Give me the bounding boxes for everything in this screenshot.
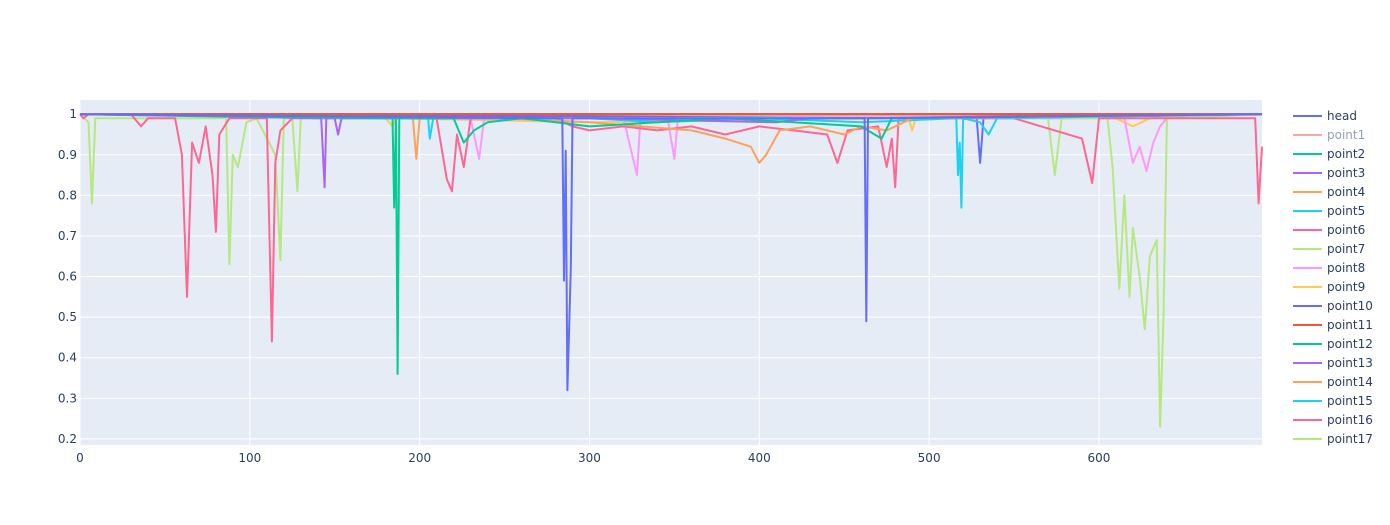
legend-item-point1[interactable]: point1 — [1293, 128, 1365, 142]
legend[interactable]: head point1 point2 point3 point4 point5 point6… — [1293, 109, 1373, 446]
grid-lines — [79, 100, 1262, 445]
legend-label: point12 — [1327, 337, 1373, 351]
y-tick-label: 0.4 — [58, 351, 77, 365]
legend-label: point3 — [1327, 166, 1365, 180]
legend-label: point8 — [1327, 261, 1365, 275]
x-tick-label: 0 — [76, 451, 84, 465]
y-axis-ticks: 0.2 0.3 0.4 0.5 0.6 0.7 0.8 0.9 1 — [58, 107, 77, 446]
legend-item-point15[interactable]: point15 — [1293, 394, 1373, 408]
series-line-point2 — [79, 113, 1263, 375]
legend-label: point14 — [1327, 375, 1373, 389]
legend-item-point4[interactable]: point4 — [1293, 185, 1365, 199]
legend-label: point6 — [1327, 223, 1365, 237]
legend-label: point9 — [1327, 280, 1365, 294]
series-line-head — [79, 113, 1263, 392]
legend-label: point2 — [1327, 147, 1365, 161]
legend-label: point16 — [1327, 413, 1373, 427]
x-tick-label: 500 — [918, 451, 941, 465]
legend-label: point7 — [1327, 242, 1365, 256]
series-line-point9 — [79, 113, 1263, 132]
y-tick-label: 0.7 — [58, 229, 77, 243]
series-line-point6 — [79, 113, 1263, 343]
x-tick-label: 200 — [408, 451, 431, 465]
legend-item-point9[interactable]: point9 — [1293, 280, 1365, 294]
x-tick-label: 100 — [238, 451, 261, 465]
legend-label: point13 — [1327, 356, 1373, 370]
x-tick-label: 300 — [578, 451, 601, 465]
legend-item-point5[interactable]: point5 — [1293, 204, 1365, 218]
legend-label: point11 — [1327, 318, 1373, 332]
y-tick-label: 1 — [69, 107, 77, 121]
legend-label: head — [1327, 109, 1357, 123]
y-tick-label: 0.8 — [58, 188, 77, 202]
legend-label: point17 — [1327, 432, 1373, 446]
x-tick-label: 600 — [1088, 451, 1111, 465]
series-layer — [79, 113, 1263, 428]
legend-item-point11[interactable]: point11 — [1293, 318, 1373, 332]
legend-label: point15 — [1327, 394, 1373, 408]
legend-item-point13[interactable]: point13 — [1293, 356, 1373, 370]
x-tick-label: 400 — [748, 451, 771, 465]
y-tick-label: 0.2 — [58, 432, 77, 446]
x-axis-ticks: 0 100 200 300 400 500 600 — [76, 451, 1110, 465]
legend-item-point8[interactable]: point8 — [1293, 261, 1365, 275]
legend-item-point6[interactable]: point6 — [1293, 223, 1365, 237]
legend-label: point10 — [1327, 299, 1373, 313]
legend-item-point7[interactable]: point7 — [1293, 242, 1365, 256]
y-tick-label: 0.5 — [58, 310, 77, 324]
legend-item-point16[interactable]: point16 — [1293, 413, 1373, 427]
y-tick-label: 0.3 — [58, 391, 77, 405]
legend-item-point2[interactable]: point2 — [1293, 147, 1365, 161]
legend-label: point1 — [1327, 128, 1365, 142]
legend-item-head[interactable]: head — [1293, 109, 1357, 123]
legend-item-point12[interactable]: point12 — [1293, 337, 1373, 351]
legend-item-point14[interactable]: point14 — [1293, 375, 1373, 389]
legend-item-point3[interactable]: point3 — [1293, 166, 1365, 180]
legend-label: point4 — [1327, 185, 1365, 199]
y-tick-label: 0.9 — [58, 148, 77, 162]
legend-item-point17[interactable]: point17 — [1293, 432, 1373, 446]
y-tick-label: 0.6 — [58, 270, 77, 284]
legend-label: point5 — [1327, 204, 1365, 218]
legend-item-point10[interactable]: point10 — [1293, 299, 1373, 313]
